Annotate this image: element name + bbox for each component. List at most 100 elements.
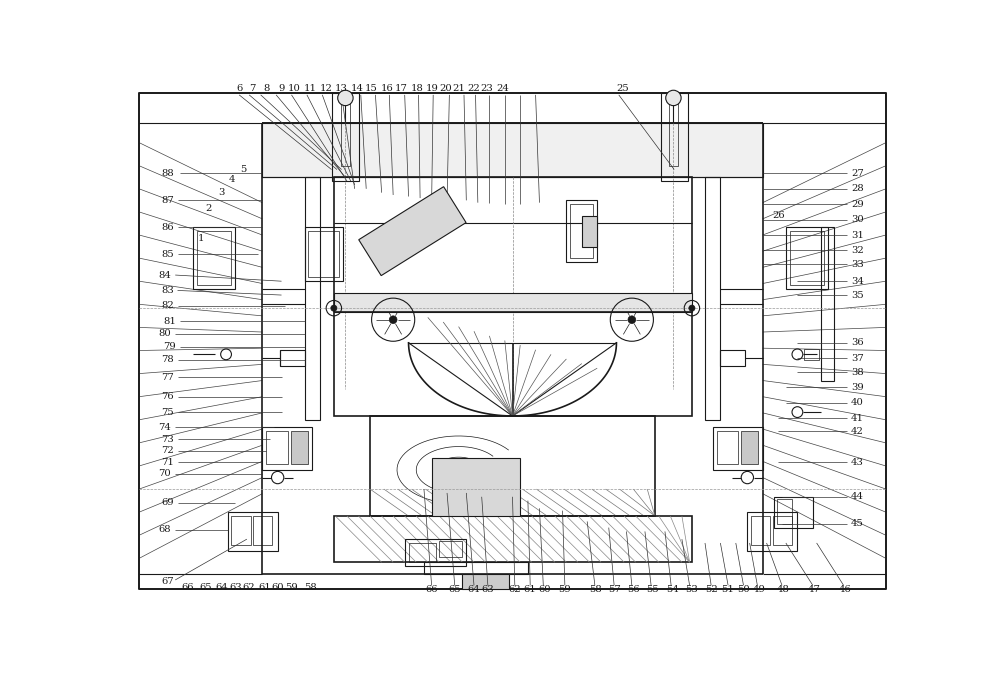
Text: 23: 23 [481, 84, 493, 93]
Circle shape [628, 316, 636, 323]
Bar [197, 231, 231, 285]
Text: 73: 73 [161, 435, 174, 443]
Text: 84: 84 [158, 271, 171, 279]
Text: 71: 71 [161, 458, 174, 466]
Text: 40: 40 [851, 398, 864, 407]
Bar [439, 541, 462, 557]
Text: 42: 42 [851, 427, 864, 436]
Text: 81: 81 [163, 317, 176, 326]
Bar [332, 92, 358, 181]
Text: 87: 87 [161, 196, 174, 205]
Text: 76: 76 [161, 392, 174, 401]
Text: 61: 61 [258, 583, 271, 592]
Text: 57: 57 [609, 585, 621, 594]
Text: 62: 62 [243, 583, 255, 592]
Bar [741, 431, 758, 464]
Text: 58: 58 [304, 583, 317, 592]
Text: 10: 10 [288, 84, 301, 93]
Text: 9: 9 [278, 84, 285, 93]
Text: 16: 16 [381, 84, 393, 93]
Text: 13: 13 [335, 84, 348, 93]
Bar [262, 427, 312, 470]
Bar [193, 227, 235, 289]
Text: 20: 20 [439, 84, 452, 93]
Circle shape [331, 305, 337, 311]
Text: 24: 24 [496, 84, 509, 93]
Bar [280, 350, 305, 366]
Bar [334, 178, 692, 416]
Bar [305, 227, 343, 281]
Text: 80: 80 [158, 329, 171, 338]
Text: 30: 30 [851, 215, 864, 224]
Text: 88: 88 [161, 169, 174, 178]
Bar [334, 293, 692, 312]
Text: 63: 63 [482, 585, 494, 594]
Text: 63: 63 [229, 583, 242, 592]
Circle shape [666, 90, 681, 106]
Text: 60: 60 [271, 583, 284, 592]
Text: 7: 7 [249, 84, 255, 93]
Text: 6: 6 [236, 84, 242, 93]
Bar [253, 516, 272, 545]
Bar [231, 516, 251, 545]
Text: 67: 67 [161, 577, 174, 586]
Bar [424, 562, 528, 574]
Text: 50: 50 [737, 585, 750, 594]
Text: 44: 44 [851, 492, 864, 502]
Text: 70: 70 [158, 469, 171, 478]
Text: 59: 59 [285, 583, 298, 592]
Text: 75: 75 [161, 408, 174, 416]
Bar [334, 516, 692, 562]
Bar [804, 349, 819, 360]
Text: 27: 27 [851, 169, 864, 178]
Text: 1: 1 [197, 234, 204, 244]
Bar [747, 512, 797, 551]
Bar [566, 200, 597, 262]
Text: 79: 79 [163, 342, 176, 351]
Text: 62: 62 [508, 585, 521, 594]
Text: 41: 41 [851, 414, 864, 423]
Bar [773, 516, 792, 545]
Bar [370, 416, 655, 516]
Text: 33: 33 [851, 260, 864, 269]
Bar [409, 543, 436, 562]
Text: 32: 32 [851, 246, 864, 255]
Text: 3: 3 [218, 188, 225, 197]
Text: 58: 58 [589, 585, 602, 594]
Polygon shape [359, 187, 466, 275]
Text: 61: 61 [524, 585, 537, 594]
Text: 53: 53 [685, 585, 698, 594]
Text: 2: 2 [205, 204, 212, 213]
Text: 66: 66 [181, 583, 194, 592]
Text: 69: 69 [161, 498, 174, 508]
Text: 29: 29 [851, 200, 864, 209]
Bar [432, 458, 520, 516]
Bar [266, 431, 288, 464]
Bar [717, 431, 738, 464]
Text: 83: 83 [161, 286, 174, 295]
Bar [341, 92, 350, 165]
Text: 68: 68 [158, 525, 171, 535]
Text: 55: 55 [646, 585, 659, 594]
Bar [713, 427, 763, 470]
Text: 56: 56 [627, 585, 640, 594]
Bar [305, 178, 320, 420]
Text: 77: 77 [161, 373, 174, 382]
Text: 82: 82 [161, 301, 174, 310]
Text: 54: 54 [666, 585, 679, 594]
Text: 78: 78 [161, 355, 174, 364]
Text: 85: 85 [161, 250, 174, 259]
Text: 31: 31 [851, 230, 864, 240]
Text: 48: 48 [777, 585, 790, 594]
Bar [790, 231, 824, 285]
Text: 17: 17 [395, 84, 408, 93]
Text: 49: 49 [752, 585, 765, 594]
Text: 64: 64 [215, 583, 228, 592]
Text: 19: 19 [426, 84, 439, 93]
Text: 35: 35 [851, 290, 864, 300]
Text: 39: 39 [851, 383, 864, 392]
Bar [582, 216, 597, 246]
Text: 5: 5 [240, 165, 246, 174]
Text: 38: 38 [851, 368, 864, 377]
Text: 59: 59 [558, 585, 571, 594]
